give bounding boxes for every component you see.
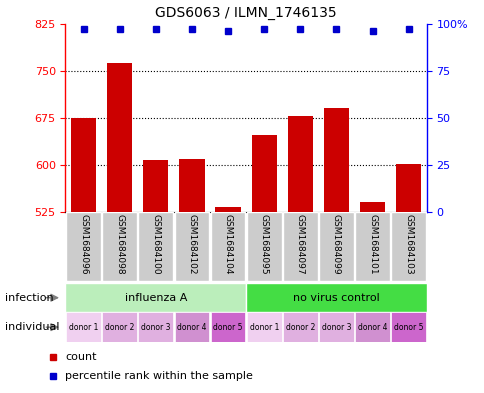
Bar [246,212,281,281]
Bar [318,312,353,342]
Bar [318,212,353,281]
Bar [245,283,426,312]
Text: donor 1: donor 1 [249,323,278,332]
Bar [71,118,96,212]
Text: percentile rank within the sample: percentile rank within the sample [65,371,252,382]
Bar [66,212,101,281]
Bar [179,159,204,212]
Text: donor 2: donor 2 [285,323,315,332]
Text: count: count [65,352,96,362]
Text: GSM1684101: GSM1684101 [367,214,377,274]
Bar [251,135,276,212]
Text: donor 4: donor 4 [357,323,387,332]
Bar [395,164,421,212]
Text: GSM1684096: GSM1684096 [79,214,88,274]
Text: GSM1684097: GSM1684097 [295,214,304,274]
Text: no virus control: no virus control [292,293,379,303]
Text: GSM1684098: GSM1684098 [115,214,124,274]
Text: donor 2: donor 2 [105,323,134,332]
Bar [282,312,317,342]
Text: individual: individual [5,322,59,332]
Bar [359,202,384,212]
Text: GSM1684104: GSM1684104 [223,214,232,274]
Bar [391,312,425,342]
Bar [287,116,312,212]
Bar [66,312,101,342]
Text: infection: infection [5,293,53,303]
Text: donor 5: donor 5 [213,323,242,332]
Bar [107,63,132,212]
Text: donor 1: donor 1 [69,323,98,332]
Text: donor 3: donor 3 [321,323,350,332]
Text: influenza A: influenza A [124,293,187,303]
Bar [246,312,281,342]
Bar [210,212,245,281]
Bar [138,312,173,342]
Text: donor 3: donor 3 [141,323,170,332]
Text: donor 4: donor 4 [177,323,206,332]
Bar [143,160,168,212]
Title: GDS6063 / ILMN_1746135: GDS6063 / ILMN_1746135 [155,6,336,20]
Text: GSM1684102: GSM1684102 [187,214,196,274]
Bar [102,312,137,342]
Bar [174,212,209,281]
Bar [210,312,245,342]
Text: GSM1684100: GSM1684100 [151,214,160,274]
Bar [323,108,348,212]
Bar [174,312,209,342]
Text: donor 5: donor 5 [393,323,423,332]
Bar [138,212,173,281]
Bar [391,212,425,281]
Bar [354,312,389,342]
Bar [65,283,245,312]
Text: GSM1684095: GSM1684095 [259,214,268,274]
Bar [354,212,389,281]
Bar [102,212,137,281]
Text: GSM1684099: GSM1684099 [331,214,340,274]
Bar [282,212,317,281]
Text: GSM1684103: GSM1684103 [403,214,412,274]
Bar [215,207,240,212]
